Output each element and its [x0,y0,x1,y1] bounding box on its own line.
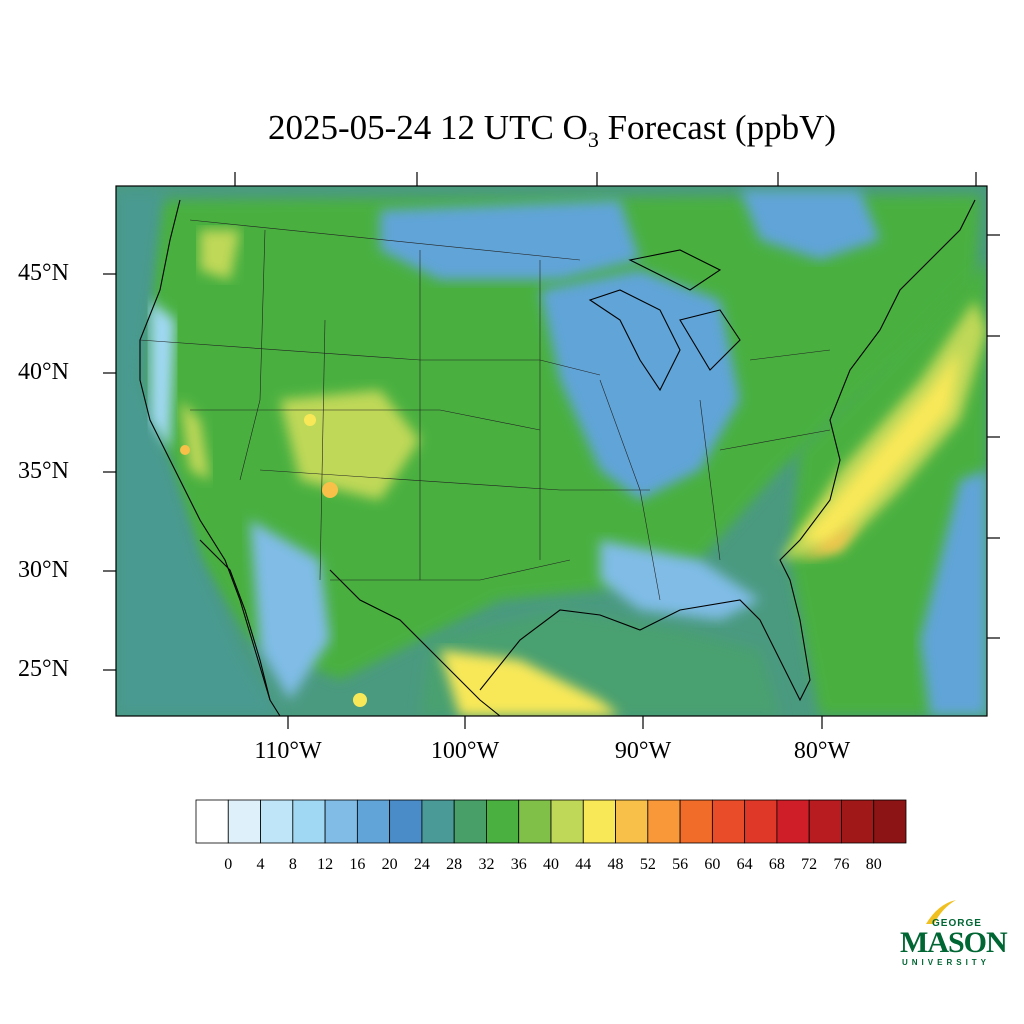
colorbar-tick-label: 72 [801,856,818,873]
colorbar-swatch [260,799,294,844]
colorbar-swatch [776,799,810,844]
lon-label-110: 110°W [254,738,322,764]
colorbar-tick-label: 80 [865,856,882,873]
map-title: 2025-05-24 12 UTC O3 Forecast (ppbV) [268,108,836,152]
lat-label-40: 40°N [18,359,69,385]
map-frame [115,185,988,717]
colorbar-swatch [550,799,584,844]
colorbar [195,799,907,844]
colorbar-swatch [356,799,391,844]
colorbar-tick-label: 68 [768,856,785,873]
colorbar-swatch [615,799,649,844]
colorbar-tick-label: 48 [607,856,624,873]
colorbar-swatch [486,799,520,844]
lon-label-90: 90°W [614,738,672,764]
gmu-logo: GEORGE MASON UNIVERSITY [898,898,1008,970]
colorbar-tick-label: 56 [672,856,689,873]
colorbar-tick-label: 64 [736,856,753,873]
axis-ticks [103,172,1000,729]
colorbar-swatch [679,799,713,844]
colorbar-swatch [518,799,552,844]
lat-label-45: 45°N [18,260,69,286]
colorbar-swatch [195,799,229,844]
colorbar-tick-label: 60 [704,856,721,873]
colorbar-tick-label: 24 [413,856,430,873]
colorbar-tick-label: 4 [256,856,265,873]
colorbar-swatch [324,799,358,844]
coastline [139,199,976,716]
colorbar-tick-label: 32 [478,856,495,873]
colorbar-swatch [582,799,616,844]
colorbar-tick-label: 44 [575,856,592,873]
colorbar-tick-label: 20 [381,856,398,873]
colorbar-tick-label: 8 [288,856,297,873]
colorbar-swatch [873,799,907,844]
colorbar-swatch [421,799,455,844]
colorbar-tick-label: 76 [833,856,850,873]
colorbar-swatch [744,799,778,844]
lat-label-30: 30°N [18,557,69,583]
colorbar-tick-label: 16 [349,856,366,873]
colorbar-tick-label: 28 [446,856,463,873]
colorbar-tick-label: 36 [510,856,527,873]
colorbar-swatch [389,799,423,844]
colorbar-swatch [227,799,261,844]
colorbar-swatch [453,799,487,844]
logo-swoosh-icon [926,900,956,924]
colorbar-swatch [841,799,875,844]
colorbar-tick-label: 52 [639,856,656,873]
lat-label-25: 25°N [18,656,69,682]
colorbar-tick-label: 40 [543,856,559,873]
ozone-field [116,186,987,716]
colorbar-swatch [808,799,842,844]
lat-label-35: 35°N [18,458,69,484]
colorbar-tick-label: 0 [224,856,233,873]
state-borders [139,219,831,601]
lon-label-100: 100°W [430,738,500,764]
colorbar-tick-label: 12 [317,856,334,873]
colorbar-swatch [292,799,326,844]
colorbar-swatch [647,799,681,844]
colorbar-swatch [711,799,746,844]
lon-label-80: 80°W [793,738,851,764]
